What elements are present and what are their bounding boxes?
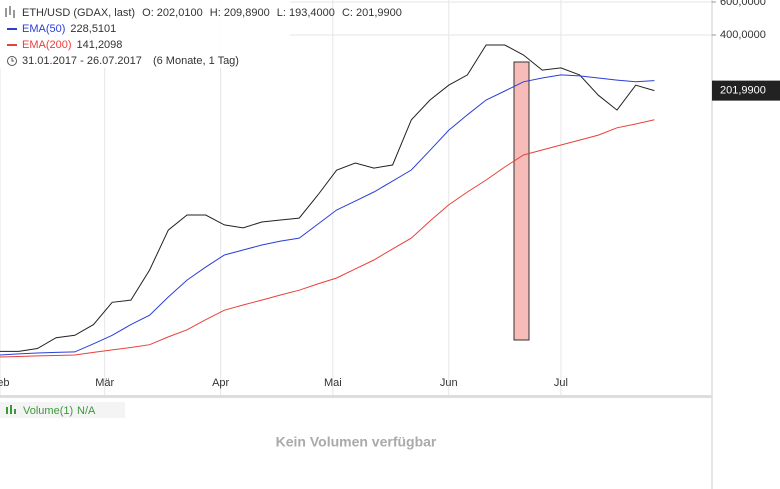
date-range: 31.01.2017 - 26.07.2017 (6 Monate, 1 Tag… [22, 55, 239, 67]
x-tick-label: Feb [0, 377, 9, 389]
header: ETH/USD (GDAX, last) O: 202,0100 H: 209,… [22, 7, 402, 19]
x-tick-label: Mai [324, 377, 342, 389]
volume-legend-bg [0, 402, 125, 418]
current-price-box [712, 80, 780, 101]
period: (6 Monate, 1 Tag) [153, 55, 239, 67]
legend-entry: EMA(200) 141,2098 [22, 39, 122, 51]
clock-hands [11, 58, 14, 62]
legend-entry: EMA(50) 228,5101 [22, 23, 116, 35]
ohlc-high: H: 209,8900 [210, 7, 270, 19]
chart-title: ETH/USD (GDAX, last) [22, 7, 135, 19]
legend-value: 228,5101 [70, 23, 116, 35]
x-tick-label: Jul [554, 377, 568, 389]
highlight-box [513, 61, 530, 341]
x-tick-label: Apr [212, 377, 229, 389]
ohlc-close: C: 201,9900 [342, 7, 402, 19]
clock-icon [7, 56, 17, 66]
ema-line [0, 74, 655, 356]
panel-separator [0, 395, 712, 398]
x-tick-label: Jun [440, 377, 458, 389]
price-line [0, 44, 655, 352]
volume-value: N/A [77, 405, 96, 417]
ohlc-open: O: 202,0100 [142, 7, 203, 19]
volume-message: Kein Volumen verfügbar [276, 434, 437, 450]
legend-name: EMA(50) [22, 23, 65, 35]
volume-title: Volume(1) [23, 405, 73, 417]
ema-line [0, 119, 655, 358]
y-tick-label: 400,0000 [720, 29, 766, 41]
date-range-text: 31.01.2017 - 26.07.2017 [22, 55, 142, 67]
current-price-label: 201,9900 [720, 85, 766, 97]
legend-name: EMA(200) [22, 39, 72, 51]
x-tick-label: Mär [95, 377, 114, 389]
volume-icon [6, 405, 16, 414]
plot [0, 44, 655, 358]
ohlc-low: L: 193,4000 [277, 7, 335, 19]
header-icon [5, 6, 15, 18]
y-tick-label: 600,0000 [720, 0, 766, 8]
legend-value: 141,2098 [77, 39, 123, 51]
header-bg [0, 0, 290, 68]
legend: EMA(50) 228,5101 EMA(200) 141,2098 [7, 23, 122, 51]
